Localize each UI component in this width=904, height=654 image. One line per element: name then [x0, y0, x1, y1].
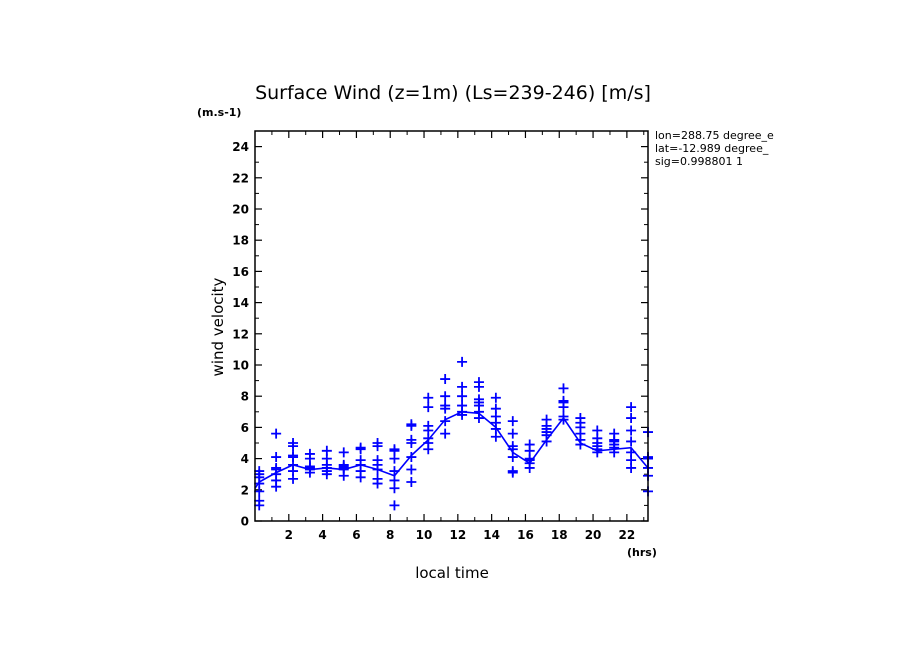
- data-point-plus: [304, 448, 315, 459]
- info-sig: sig=0.998801 1: [655, 155, 743, 168]
- y-tick-label: 4: [241, 452, 249, 466]
- y-axis-label: wind velocity: [209, 277, 227, 376]
- y-tick-label: 20: [232, 203, 249, 217]
- data-point-plus: [440, 374, 451, 385]
- data-point-plus: [423, 402, 434, 413]
- data-point-plus: [490, 392, 501, 403]
- y-unit-label: (m.s-1): [197, 106, 241, 119]
- data-point-plus: [626, 413, 637, 424]
- data-point-plus: [406, 434, 417, 445]
- data-point-plus: [507, 428, 518, 439]
- data-point-plus: [321, 445, 332, 456]
- info-lat: lat=-12.989 degree_: [655, 142, 769, 155]
- mean-wind-line: [254, 410, 649, 489]
- data-point-plus: [507, 441, 518, 452]
- data-point-plus: [271, 428, 282, 439]
- data-point-plus: [541, 414, 552, 425]
- data-point-plus: [440, 400, 451, 411]
- data-point-plus: [558, 411, 569, 422]
- y-tick-label: 6: [241, 421, 249, 435]
- x-tick-label: 18: [551, 528, 568, 542]
- x-tick-label: 4: [318, 528, 326, 542]
- x-tick-label: 20: [585, 528, 602, 542]
- data-point-plus: [355, 442, 366, 453]
- x-tick-label: 12: [449, 528, 466, 542]
- x-tick-label: 16: [517, 528, 534, 542]
- info-box: lon=288.75 degree_e lat=-12.989 degree_ …: [655, 129, 774, 168]
- y-tick-label: 22: [232, 171, 249, 185]
- x-tick-label: 22: [619, 528, 636, 542]
- data-point-plus: [473, 394, 484, 405]
- x-tick-label: 10: [416, 528, 433, 542]
- y-tick-label: 18: [232, 234, 249, 248]
- data-point-plus: [440, 428, 451, 439]
- data-point-plus: [457, 391, 468, 402]
- data-point-plus: [372, 473, 383, 484]
- data-point-plus: [254, 495, 265, 506]
- x-tick-label: 6: [352, 528, 360, 542]
- data-point-plus: [507, 416, 518, 427]
- y-tick-label: 0: [241, 515, 249, 529]
- data-point-plus: [288, 450, 299, 461]
- data-point-plus: [558, 383, 569, 394]
- data-point-plus: [490, 403, 501, 414]
- x-tick-label: 8: [386, 528, 394, 542]
- data-point-plus: [524, 439, 535, 450]
- data-point-plus: [288, 438, 299, 448]
- x-tick-label: 14: [483, 528, 500, 542]
- data-point-plus: [626, 447, 637, 458]
- y-tick-label: 14: [232, 296, 249, 310]
- data-point-plus: [271, 462, 282, 473]
- data-point-plus: [389, 444, 400, 455]
- data-point-plus: [338, 447, 349, 458]
- data-point-plus: [457, 381, 468, 392]
- data-point-plus: [457, 400, 468, 411]
- data-point-plus: [507, 466, 518, 477]
- data-point-plus: [473, 377, 484, 388]
- data-point-plus: [389, 466, 400, 477]
- data-point-plus: [372, 438, 383, 448]
- y-tick-label: 2: [241, 483, 249, 497]
- data-point-plus: [626, 402, 637, 413]
- data-point-plus: [575, 413, 586, 424]
- y-tick-label: 12: [232, 327, 249, 341]
- data-point-plus: [440, 391, 451, 402]
- data-point-plus: [592, 425, 603, 436]
- data-point-plus: [254, 466, 265, 477]
- y-tick-label: 16: [232, 265, 249, 279]
- data-point-plus: [423, 392, 434, 403]
- data-point-plus: [626, 425, 637, 436]
- data-point-plus: [355, 455, 366, 466]
- data-point-plus: [406, 452, 417, 463]
- plot-frame: [254, 130, 649, 522]
- x-tick-label: 2: [285, 528, 293, 542]
- data-point-plus: [423, 420, 434, 431]
- y-tick-label: 24: [232, 140, 249, 154]
- data-point-plus: [406, 477, 417, 487]
- y-tick-label: 10: [232, 359, 249, 373]
- data-point-plus: [406, 464, 417, 475]
- data-point-plus: [389, 475, 400, 486]
- x-axis-label: local time: [415, 564, 489, 582]
- y-tick-label: 8: [241, 390, 249, 404]
- data-point-plus: [338, 459, 349, 470]
- data-point-plus: [406, 419, 417, 430]
- chart-title: Surface Wind (z=1m) (Ls=239-246) [m/s]: [255, 82, 651, 104]
- data-point-plus: [271, 452, 282, 463]
- x-unit-label: (hrs): [627, 546, 657, 559]
- data-point-plus: [558, 395, 569, 406]
- data-point-plus: [440, 416, 451, 427]
- info-lon: lon=288.75 degree_e: [655, 129, 774, 142]
- data-point-plus: [626, 436, 637, 447]
- data-point-plus: [389, 500, 400, 511]
- data-point-plus: [609, 428, 620, 439]
- data-point-plus: [457, 356, 468, 367]
- data-point-plus: [372, 455, 383, 466]
